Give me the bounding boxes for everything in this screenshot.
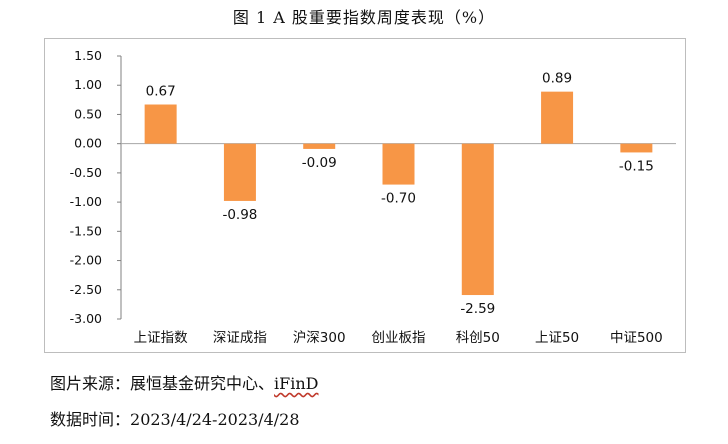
- chart-title: 图 1 A 股重要指数周度表现（%）: [232, 8, 496, 27]
- chart-area: 1.50 1.00 0.50 0.00 -0.50 -1.00 -1.50 -2.00 -2.5…: [44, 38, 686, 353]
- source-label: 图片来源：: [50, 374, 131, 393]
- date-line: 数据时间：2023/4/24-2023/4/28: [50, 406, 300, 430]
- category-label: 创业板指: [372, 330, 426, 346]
- y-tick-label: 0.50: [74, 106, 102, 121]
- category-label: 中证500: [610, 330, 663, 346]
- category-label: 沪深300: [293, 330, 346, 346]
- data-label: -0.98: [222, 207, 257, 223]
- y-tick-label: -2.50: [70, 282, 102, 297]
- bar: [303, 143, 336, 149]
- date-range: 2023/4/24-2023/4/28: [130, 410, 300, 429]
- y-tick-label: -1.50: [70, 223, 102, 238]
- bar: [541, 91, 574, 144]
- data-label: 0.67: [146, 84, 176, 100]
- category-label: 上证50: [535, 330, 579, 346]
- y-tick-label: 0.00: [74, 136, 102, 151]
- category-label: 上证指数: [134, 330, 188, 346]
- bar: [223, 143, 256, 201]
- bar: [461, 143, 494, 296]
- bar: [382, 143, 415, 185]
- date-label: 数据时间：: [50, 410, 131, 429]
- y-tick-label: -2.00: [70, 253, 102, 268]
- data-label: 0.89: [542, 71, 572, 87]
- y-tick-label: 1.50: [74, 48, 102, 63]
- bar: [144, 104, 177, 144]
- source-line: 图片来源：展恒基金研究中心、iFinD: [50, 370, 319, 394]
- data-label: -0.70: [381, 191, 416, 207]
- category-label: 科创50: [456, 330, 500, 346]
- data-label: -0.15: [619, 158, 654, 174]
- category-label: 深证成指: [213, 330, 267, 346]
- data-label: -0.09: [302, 155, 337, 171]
- data-label: -2.59: [460, 301, 495, 317]
- y-tick-label: 1.00: [74, 77, 102, 92]
- y-tick-label: -3.00: [70, 311, 102, 326]
- source-text: 展恒基金研究中心、: [130, 374, 275, 393]
- bar: [620, 143, 653, 153]
- source-brand: iFinD: [274, 374, 319, 393]
- y-tick-label: -0.50: [70, 165, 102, 180]
- bar-chart: 1.50 1.00 0.50 0.00 -0.50 -1.00 -1.50 -2.00 -2.5…: [70, 48, 676, 346]
- y-tick-label: -1.00: [70, 194, 102, 209]
